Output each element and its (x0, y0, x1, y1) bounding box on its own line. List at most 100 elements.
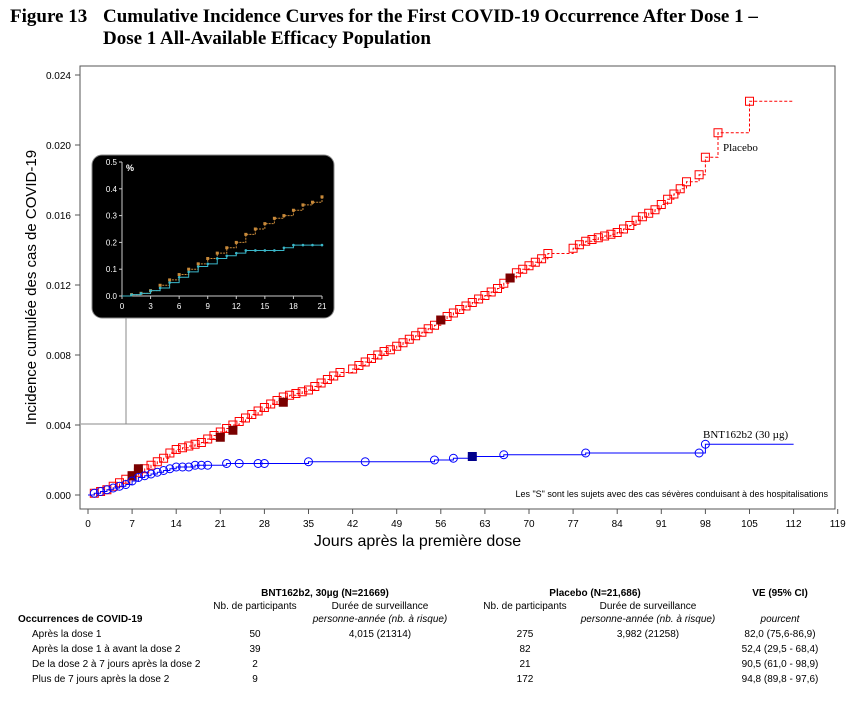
x-tick-label: 119 (830, 519, 846, 530)
inset-placebo-marker (234, 240, 238, 244)
row-n1: 9 (252, 674, 258, 685)
figure-number: Figure 13 (10, 6, 88, 27)
table-pourcent: pourcent (760, 614, 800, 625)
inset-placebo-marker (272, 216, 276, 220)
inset-bnt-marker (139, 292, 143, 295)
bnt-marker (178, 462, 187, 472)
placebo-severe-marker (133, 464, 143, 474)
placebo-marker (291, 389, 301, 398)
row-ve: 82,0 (75,6-86,9) (744, 629, 816, 640)
inset-placebo-marker (158, 283, 162, 287)
inset-x-tick-label: 9 (205, 302, 210, 311)
inset-placebo-marker (244, 232, 248, 236)
inset-bnt-marker (130, 293, 133, 296)
placebo-marker (587, 235, 597, 244)
bnt-marker (171, 462, 181, 472)
inset-bnt-marker (225, 254, 229, 258)
inset-placebo-marker (301, 203, 305, 207)
placebo-marker (171, 445, 181, 454)
x-tick-label: 42 (347, 519, 359, 530)
bnt-marker (581, 448, 591, 458)
row-n1: 39 (249, 644, 261, 655)
row-ve: 52,4 (29,5 - 68,4) (741, 644, 819, 655)
inset-x-tick-label: 18 (289, 302, 298, 311)
row-d2: 3,982 (21258) (616, 629, 680, 640)
x-axis-label: Jours après la première dose (314, 533, 521, 550)
inset-y-tick-label: 0.5 (106, 158, 118, 167)
inset-bnt-marker (244, 249, 248, 252)
table-duree-header-1: Durée de surveillance (331, 601, 429, 612)
table-group2-header: Placebo (N=21,686) (549, 588, 641, 599)
inset-x-tick-label: 3 (148, 302, 153, 311)
row-label: Plus de 7 jours après la dose 2 (32, 674, 170, 685)
placebo-marker (178, 443, 187, 453)
x-tick-label: 14 (171, 519, 183, 530)
y-tick-label: 0.012 (46, 281, 71, 292)
inset-placebo-marker (168, 278, 172, 282)
row-label: Après la dose 1 à avant la dose 2 (32, 644, 181, 655)
table-duree-sub-1: personne-année (nb. à risque) (312, 614, 448, 625)
inset-placebo-marker (187, 267, 191, 271)
y-tick-label: 0.000 (46, 491, 71, 502)
inset-placebo-marker (225, 246, 229, 250)
bnt-marker (152, 467, 162, 477)
bnt-marker (159, 466, 169, 475)
bnt-marker (448, 453, 458, 463)
x-tick-label: 7 (129, 519, 135, 530)
bnt-line (88, 443, 794, 496)
figure-title-line1: Cumulative Incidence Curves for the Firs… (103, 6, 758, 27)
bnt-marker (234, 459, 244, 468)
inset-bnt-marker (206, 262, 210, 266)
inset-bnt-marker (196, 265, 200, 268)
inset-bnt-marker (177, 275, 181, 279)
x-tick-label: 112 (786, 519, 802, 530)
x-tick-label: 70 (523, 519, 535, 530)
placebo-marker (606, 229, 616, 239)
x-tick-label: 0 (85, 519, 91, 530)
bnt-marker (89, 488, 99, 498)
x-tick-label: 105 (741, 519, 758, 530)
inset-bnt-marker (273, 249, 276, 252)
cumulative-incidence-chart: 0 7 14 21 28 35 42 49 56 63 70 77 84 91 98 105 112 1190.0… (23, 65, 846, 550)
inset-bnt-marker (263, 249, 267, 252)
row-n1: 50 (249, 629, 261, 640)
placebo-marker (581, 236, 591, 246)
placebo-marker (190, 439, 200, 449)
bnt-marker (203, 460, 213, 470)
inset-x-tick-label: 12 (232, 302, 241, 311)
inset-y-tick-label: 0.2 (106, 238, 118, 247)
figure-title-line2: Dose 1 All-Available Efficacy Population (103, 28, 431, 49)
inset-y-tick-label: 0.0 (106, 292, 118, 301)
inset-placebo-marker (177, 273, 181, 277)
bnt-marker (108, 483, 118, 493)
inset-bnt-marker (149, 289, 152, 292)
y-tick-label: 0.024 (46, 71, 71, 82)
bnt-marker (360, 457, 370, 467)
placebo-marker (335, 368, 345, 377)
footnote: Les "S" sont les sujets avec des cas sév… (515, 489, 828, 499)
table-row-header: Occurrences de COVID-19 (18, 614, 143, 625)
row-n2: 21 (519, 659, 531, 670)
row-label: De la dose 2 à 7 jours après la dose 2 (32, 659, 201, 670)
placebo-marker (656, 200, 666, 209)
plot-frame (79, 65, 836, 510)
inset-unit-label: % (126, 163, 134, 173)
inset-bnt-marker (187, 270, 190, 274)
placebo-severe-marker (215, 432, 225, 442)
bnt-marker (165, 464, 175, 474)
inset-bnt-marker (311, 243, 314, 247)
placebo-severe-marker (436, 315, 446, 325)
row-ve: 90,5 (61,0 - 98,9) (741, 659, 819, 670)
inset-bnt-marker (158, 286, 162, 290)
y-tick-label: 0.008 (46, 351, 71, 362)
table-nb-header-2: Nb. de participants (483, 601, 567, 612)
placebo-severe-marker (228, 425, 238, 435)
table-duree-header-2: Durée de surveillance (599, 601, 697, 612)
bnt-marker (700, 439, 710, 449)
inset-placebo-marker (253, 227, 257, 231)
placebo-severe-marker (127, 471, 137, 481)
row-d1: 4,015 (21314) (348, 629, 412, 640)
bnt-marker (253, 459, 263, 468)
bnt-marker (196, 460, 206, 470)
placebo-marker (669, 189, 679, 199)
